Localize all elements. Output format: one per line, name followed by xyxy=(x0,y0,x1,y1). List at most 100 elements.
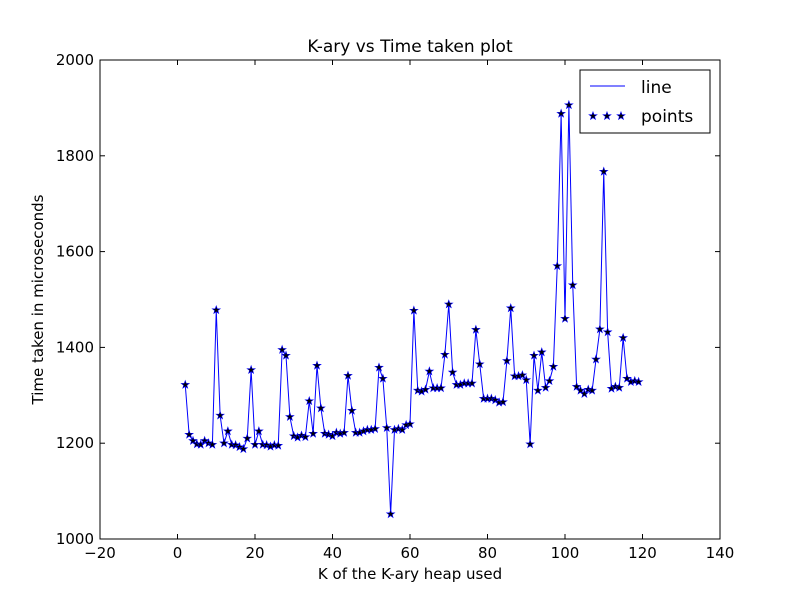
data-point xyxy=(424,366,435,376)
legend-point-marker xyxy=(602,110,612,121)
data-point xyxy=(288,430,299,441)
legend-points-swatch xyxy=(588,110,626,121)
data-point xyxy=(614,382,625,392)
data-point xyxy=(544,375,555,386)
data-point xyxy=(339,427,349,437)
data-point xyxy=(560,313,570,323)
plot-area: −20 0 20 40 60 80 100 120 140 1000 1200 1400 1600 180… xyxy=(56,51,735,562)
x-tick-label: 0 xyxy=(173,544,183,562)
data-point xyxy=(347,405,357,415)
data-point xyxy=(234,441,245,452)
data-point xyxy=(595,324,605,334)
data-point xyxy=(505,303,516,313)
data-point xyxy=(316,403,326,413)
data-point xyxy=(490,394,501,405)
y-axis-label: Time taken in microseconds xyxy=(29,194,47,405)
data-point xyxy=(564,99,574,110)
data-point xyxy=(502,355,512,365)
data-point xyxy=(536,347,547,357)
data-point xyxy=(548,361,559,371)
legend-line-label: line xyxy=(641,78,672,98)
data-point xyxy=(199,435,210,445)
y-tick-label: 1400 xyxy=(56,338,94,356)
legend-point-marker xyxy=(588,110,598,121)
data-point xyxy=(300,431,311,442)
data-point xyxy=(567,280,578,290)
data-point xyxy=(409,305,419,315)
x-tick-label: 100 xyxy=(551,544,580,562)
data-point xyxy=(312,360,322,370)
data-point xyxy=(308,428,318,438)
data-point xyxy=(440,349,450,359)
y-tick-label: 1000 xyxy=(56,530,94,548)
data-point xyxy=(296,430,307,440)
data-point xyxy=(556,108,566,118)
data-point xyxy=(223,426,233,436)
data-point xyxy=(323,429,334,439)
data-point xyxy=(587,385,597,395)
data-point xyxy=(246,364,256,375)
data-point xyxy=(285,411,295,421)
data-point xyxy=(598,166,609,176)
x-tick-label: 140 xyxy=(706,544,735,562)
data-point xyxy=(622,373,632,383)
data-point xyxy=(602,326,613,337)
data-point xyxy=(230,440,241,450)
data-point xyxy=(420,384,431,394)
data-point xyxy=(385,508,396,519)
data-point xyxy=(591,354,601,364)
data-point xyxy=(397,424,408,434)
data-point xyxy=(370,423,380,433)
data-point xyxy=(261,440,272,450)
data-layer xyxy=(180,99,644,519)
legend-box xyxy=(579,69,711,134)
data-point xyxy=(525,439,535,449)
data-point xyxy=(281,350,291,360)
data-point xyxy=(618,332,628,342)
data-point xyxy=(203,438,214,448)
data-point xyxy=(304,395,315,406)
data-point xyxy=(242,433,253,443)
data-point xyxy=(533,385,543,395)
plot-frame xyxy=(99,59,721,540)
legend: line points xyxy=(579,69,711,134)
x-tick-label: −20 xyxy=(84,544,116,562)
data-point xyxy=(540,382,551,392)
data-point xyxy=(443,299,454,309)
x-tick-label: 60 xyxy=(400,544,419,562)
data-point xyxy=(188,435,198,445)
data-point xyxy=(211,304,222,315)
data-point xyxy=(378,373,388,383)
data-point xyxy=(471,324,481,334)
data-point xyxy=(277,344,287,354)
data-point xyxy=(521,374,532,385)
data-point xyxy=(552,260,563,271)
data-point xyxy=(486,393,497,403)
data-point xyxy=(571,381,582,391)
data-point xyxy=(238,443,249,454)
x-tick-label: 40 xyxy=(323,544,342,562)
data-point xyxy=(184,429,194,439)
data-point xyxy=(498,396,508,407)
y-tick-label: 1600 xyxy=(56,243,94,261)
data-point xyxy=(405,418,415,429)
data-point xyxy=(273,440,284,450)
y-tick-label: 1800 xyxy=(56,147,94,165)
legend-point-marker xyxy=(616,110,626,121)
data-point xyxy=(436,383,446,393)
data-point xyxy=(579,388,590,398)
x-axis-label: K of the K-ary heap used xyxy=(318,565,502,583)
data-point xyxy=(250,439,260,449)
chart-title: K-ary vs Time taken plot xyxy=(307,37,513,57)
ticks-layer: −20 0 20 40 60 80 100 120 140 1000 1200 1400 1600 180… xyxy=(56,51,735,562)
data-point xyxy=(633,376,644,387)
data-point xyxy=(467,378,477,388)
data-point xyxy=(447,367,458,377)
data-point xyxy=(381,422,392,432)
data-point xyxy=(374,362,384,372)
legend-points-label: points xyxy=(641,107,693,127)
data-point xyxy=(529,350,539,360)
data-point xyxy=(517,370,528,380)
y-tick-label: 2000 xyxy=(56,51,94,69)
